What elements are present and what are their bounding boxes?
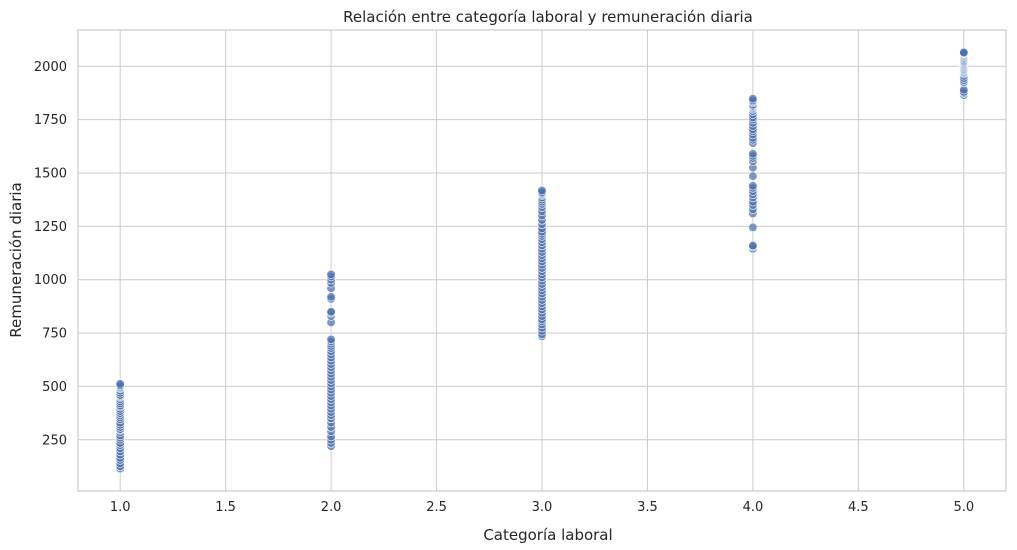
x-tick-label: 1.0: [110, 500, 131, 515]
data-point: [748, 149, 758, 159]
y-tick-label: 1250: [34, 220, 67, 235]
y-tick-label: 1000: [34, 273, 67, 288]
x-tick-label: 2.5: [426, 500, 447, 515]
y-tick-label: 500: [42, 380, 67, 395]
x-axis-ticks: 1.0 1.5 2.0 2.5 3.0 3.5 4.0 4.5 5.0: [110, 500, 974, 515]
x-axis-title: Categoría laboral: [483, 526, 612, 544]
x-tick-label: 4.5: [848, 500, 869, 515]
data-point: [115, 379, 125, 389]
x-tick-label: 4.0: [743, 500, 764, 515]
data-point: [748, 94, 758, 104]
data-points: [115, 47, 969, 474]
data-point: [326, 307, 336, 317]
y-tick-label: 1750: [34, 113, 67, 128]
data-point: [537, 185, 547, 196]
data-point: [959, 47, 969, 58]
y-tick-label: 750: [42, 327, 67, 342]
plot-frame: [77, 29, 1007, 492]
data-point: [748, 181, 758, 191]
data-point: [326, 269, 336, 279]
x-tick-label: 3.5: [637, 500, 658, 515]
data-point: [748, 222, 758, 233]
x-tick-label: 2.0: [321, 500, 342, 515]
y-tick-label: 250: [42, 433, 67, 448]
y-tick-label: 2000: [34, 60, 67, 75]
y-axis-ticks: 250 500 750 1000 1250 1500 1750 2000: [34, 60, 67, 448]
data-point: [748, 240, 758, 251]
x-tick-label: 1.5: [215, 500, 236, 515]
x-tick-label: 3.0: [532, 500, 553, 515]
y-tick-label: 1500: [34, 166, 67, 181]
chart-title: Relación entre categoría laboral y remun…: [343, 8, 753, 26]
data-point: [326, 292, 336, 302]
y-axis-title: Remuneración diaria: [7, 182, 25, 337]
x-tick-label: 5.0: [953, 500, 974, 515]
data-point: [748, 171, 758, 181]
data-point: [326, 334, 336, 345]
